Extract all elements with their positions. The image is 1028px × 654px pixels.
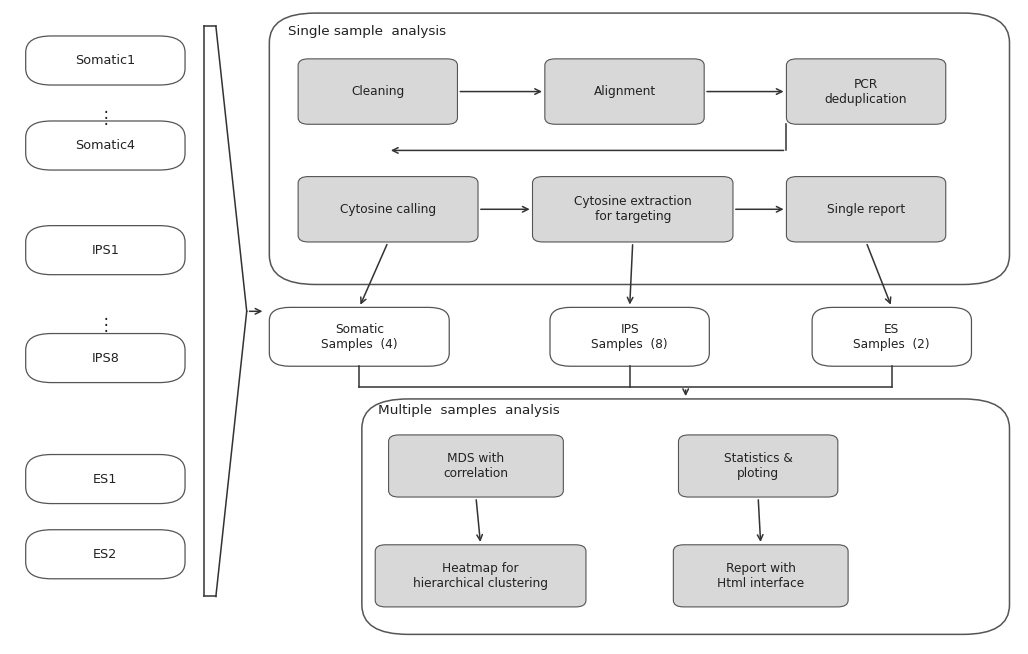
FancyBboxPatch shape xyxy=(550,307,709,366)
FancyBboxPatch shape xyxy=(26,121,185,170)
FancyBboxPatch shape xyxy=(389,435,563,497)
Text: Somatic
Samples  (4): Somatic Samples (4) xyxy=(321,323,398,351)
Text: Cleaning: Cleaning xyxy=(352,85,404,98)
Text: PCR
deduplication: PCR deduplication xyxy=(824,78,908,105)
Text: IPS1: IPS1 xyxy=(91,244,119,256)
FancyBboxPatch shape xyxy=(812,307,971,366)
Text: MDS with
correlation: MDS with correlation xyxy=(443,452,509,480)
FancyBboxPatch shape xyxy=(786,177,946,242)
FancyBboxPatch shape xyxy=(269,307,449,366)
Text: Heatmap for
hierarchical clustering: Heatmap for hierarchical clustering xyxy=(413,562,548,590)
Text: Somatic1: Somatic1 xyxy=(75,54,136,67)
FancyBboxPatch shape xyxy=(786,59,946,124)
Text: ES1: ES1 xyxy=(94,473,117,485)
Text: Cytosine calling: Cytosine calling xyxy=(340,203,436,216)
FancyBboxPatch shape xyxy=(533,177,733,242)
FancyBboxPatch shape xyxy=(298,177,478,242)
Text: Cytosine extraction
for targeting: Cytosine extraction for targeting xyxy=(574,196,692,223)
FancyBboxPatch shape xyxy=(362,399,1009,634)
FancyBboxPatch shape xyxy=(26,36,185,85)
Text: ⋮: ⋮ xyxy=(98,109,114,127)
Text: IPS8: IPS8 xyxy=(91,352,119,364)
FancyBboxPatch shape xyxy=(26,530,185,579)
FancyBboxPatch shape xyxy=(545,59,704,124)
Text: Report with
Html interface: Report with Html interface xyxy=(718,562,804,590)
FancyBboxPatch shape xyxy=(26,226,185,275)
FancyBboxPatch shape xyxy=(26,334,185,383)
Text: Statistics &
ploting: Statistics & ploting xyxy=(724,452,793,480)
Text: Alignment: Alignment xyxy=(593,85,656,98)
FancyBboxPatch shape xyxy=(375,545,586,607)
Text: Single sample  analysis: Single sample analysis xyxy=(288,25,446,38)
Text: IPS
Samples  (8): IPS Samples (8) xyxy=(591,323,668,351)
Text: ES2: ES2 xyxy=(94,548,117,560)
Text: Single report: Single report xyxy=(828,203,905,216)
FancyBboxPatch shape xyxy=(673,545,848,607)
Text: Multiple  samples  analysis: Multiple samples analysis xyxy=(378,404,560,417)
FancyBboxPatch shape xyxy=(26,455,185,504)
FancyBboxPatch shape xyxy=(269,13,1009,284)
Text: Somatic4: Somatic4 xyxy=(75,139,136,152)
FancyBboxPatch shape xyxy=(678,435,838,497)
FancyBboxPatch shape xyxy=(298,59,457,124)
Text: ES
Samples  (2): ES Samples (2) xyxy=(853,323,930,351)
Text: ⋮: ⋮ xyxy=(98,316,114,334)
